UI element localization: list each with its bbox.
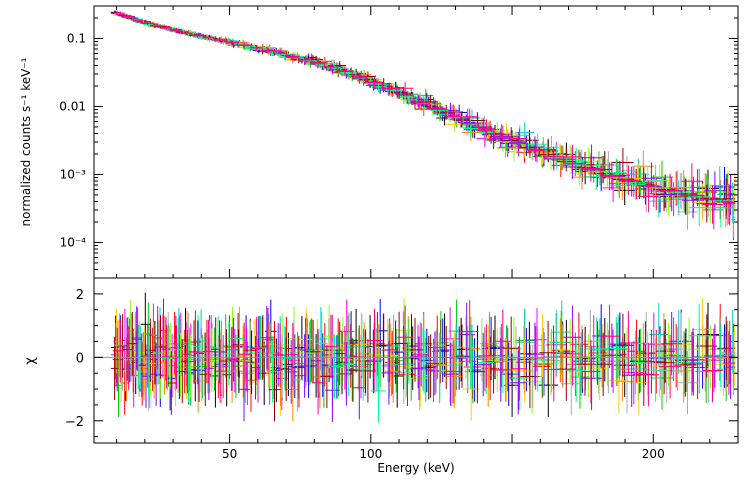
residual-series-14 [116,299,736,415]
spectrum-y-tick-label: 10⁻⁴ [60,235,87,249]
axis-ticks [94,6,739,443]
residual-panel-frame [93,277,739,444]
residual-data-layer [94,292,738,423]
x-tick-label: 200 [642,447,665,461]
spectrum-series-14 [116,11,736,224]
spectrum-data-layer [110,10,736,241]
spectrum-series-8 [114,12,736,228]
spectrum-panel-frame [93,5,739,279]
spectrum-y-tick-label: 10⁻³ [60,167,87,181]
residual-y-tick-label: −2 [65,415,84,430]
spectrum-series-11 [110,10,736,223]
residual-y-axis-label: χ [23,357,38,365]
spectrum-series-5 [117,12,736,224]
spectrum-series-13 [114,11,736,238]
residual-series-13 [114,303,736,423]
spectrum-series-7 [112,11,736,222]
spectrum-y-axis-label: normalized counts s⁻¹ keV⁻¹ [19,57,33,226]
residual-y-tick-label: 2 [76,288,84,303]
spectrum-series-9 [116,13,736,223]
axis-tick-labels: 0.1 0.01 10⁻³ 10⁻⁴ 50 100 200 −2 0 2 [59,31,664,461]
x-axis-label: Energy (keV) [377,461,454,475]
spectrum-y-tick-label: 0.1 [67,31,86,45]
x-tick-label: 100 [359,447,382,461]
spectrum-series-10 [117,14,736,230]
spectrum-series-2 [112,11,736,241]
x-tick-label: 50 [222,447,237,461]
spectrum-y-tick-label: 0.01 [59,99,86,113]
residual-y-tick-label: 0 [76,351,84,366]
